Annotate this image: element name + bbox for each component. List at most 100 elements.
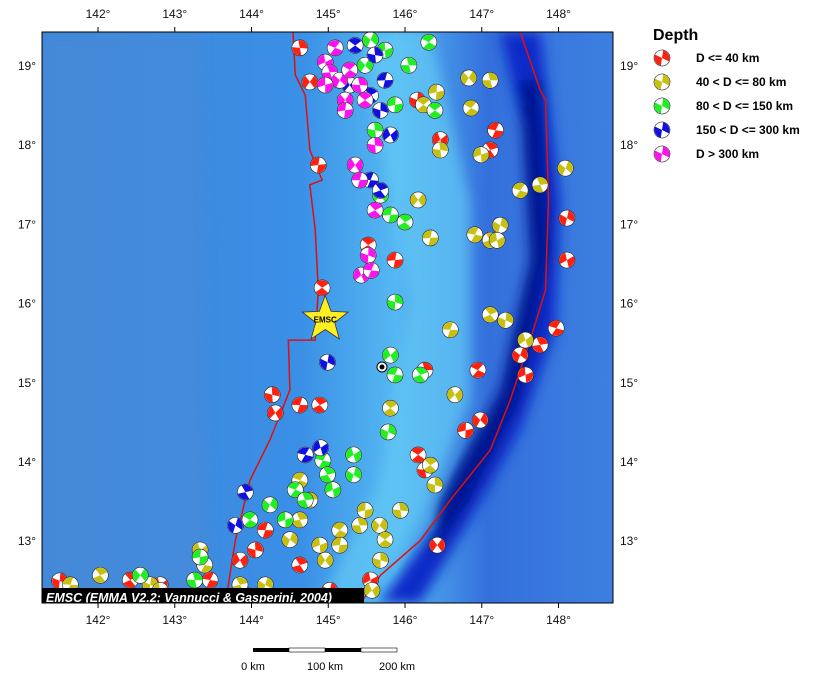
focal-mechanism <box>441 321 459 339</box>
focal-mechanism <box>237 483 254 501</box>
focal-mechanism <box>386 251 404 269</box>
focal-mechanism <box>92 566 109 584</box>
focal-mechanism <box>267 404 284 422</box>
focal-mechanism <box>372 102 389 119</box>
lat-tick-label: 13° <box>620 534 638 548</box>
map-area: EMSC EMSC (EMMA V2.2; Vannucci & Gasperi… <box>42 32 613 605</box>
focal-mechanism <box>386 293 404 311</box>
focal-mechanism <box>309 156 327 174</box>
focal-mechanism <box>469 361 487 379</box>
focal-mechanism <box>324 481 342 499</box>
lon-tick-label: 144° <box>239 7 264 21</box>
focal-mechanism <box>281 531 299 548</box>
scale-label-100: 100 km <box>307 661 343 673</box>
focal-mechanism <box>363 582 381 599</box>
focal-mechanism <box>432 141 449 159</box>
lon-tick-label: 146° <box>393 613 418 627</box>
focal-mechanism <box>291 39 309 57</box>
focal-mechanism <box>291 556 309 574</box>
focal-mechanism <box>312 439 329 457</box>
focal-mechanism <box>487 121 504 139</box>
lat-tick-label: 13° <box>18 534 36 548</box>
focal-mechanism <box>396 213 414 231</box>
focal-mechanism <box>409 446 427 464</box>
focal-mechanism <box>247 541 264 559</box>
focal-mechanism <box>426 102 444 119</box>
focal-mechanism <box>386 366 404 384</box>
focal-mechanism <box>191 548 209 566</box>
lon-tick-label: 148° <box>546 613 571 627</box>
focal-mechanism <box>376 72 394 89</box>
legend-item-label: 40 < D <= 80 km <box>696 75 786 89</box>
focal-mechanism <box>376 531 394 548</box>
focal-mechanism <box>263 386 281 404</box>
focal-mechanism <box>345 466 362 484</box>
focal-mechanism <box>422 456 439 474</box>
focal-mechanism <box>296 446 314 464</box>
focal-mechanism <box>481 72 499 89</box>
lat-tick-label: 16° <box>620 297 638 311</box>
focal-mechanism <box>422 229 439 247</box>
credit-text: EMSC (EMMA V2.2; Vannucci & Gasperini, 2… <box>46 591 332 605</box>
legend-beachball-icon <box>653 121 671 139</box>
focal-mechanism <box>547 319 565 337</box>
focal-mechanism <box>392 502 409 519</box>
focal-mechanism <box>356 502 374 519</box>
lon-tick-label: 146° <box>393 7 418 21</box>
focal-mechanism <box>457 422 474 439</box>
focal-mechanism <box>366 46 384 64</box>
legend-item-label: D <= 40 km <box>696 51 759 65</box>
focal-mechanism <box>371 517 388 534</box>
focal-mechanism <box>331 536 349 554</box>
focal-mechanism <box>341 61 359 79</box>
marker-label: EMSC <box>314 315 337 324</box>
focal-mechanism <box>466 226 484 244</box>
legend-beachball-icon <box>653 73 671 91</box>
lat-tick-label: 19° <box>620 59 638 73</box>
lon-tick-label: 147° <box>469 7 494 21</box>
depth-legend: Depth D <= 40 km 40 < D <= 80 km 80 < D <=… <box>653 27 800 163</box>
lat-tick-label: 14° <box>620 455 638 469</box>
lat-tick-label: 19° <box>18 59 36 73</box>
star-icon <box>301 294 350 340</box>
focal-mechanism <box>372 182 389 199</box>
focal-mechanism <box>227 517 244 534</box>
lon-tick-label: 145° <box>316 7 341 21</box>
focal-mechanism <box>276 511 294 529</box>
focal-mechanism <box>261 496 279 514</box>
focal-mechanism <box>231 551 249 569</box>
focal-mechanism <box>331 521 349 539</box>
focal-mechanism <box>382 399 399 417</box>
focal-mechanism <box>420 33 438 51</box>
lat-tick-label: 18° <box>18 138 36 152</box>
focal-mechanism <box>351 76 369 94</box>
focal-mechanism <box>372 551 389 569</box>
focal-mechanism <box>359 247 377 264</box>
lat-tick-label: 16° <box>18 297 36 311</box>
focal-mechanism <box>488 231 506 249</box>
focal-mechanism <box>366 121 384 139</box>
legend-item-label: 150 < D <= 300 km <box>696 123 800 137</box>
lat-tick-label: 17° <box>18 217 36 231</box>
focal-mechanism <box>296 491 314 509</box>
focal-mechanism <box>351 171 369 189</box>
lat-tick-label: 14° <box>18 455 36 469</box>
focal-mechanism <box>517 366 534 384</box>
focal-mechanism <box>346 37 364 54</box>
focal-mechanism <box>471 411 489 429</box>
legend-beachball-icon <box>653 97 671 115</box>
focal-mechanism <box>241 511 259 529</box>
lat-tick-label: 18° <box>620 138 638 152</box>
focal-mechanism <box>428 536 446 554</box>
lon-tick-label: 145° <box>316 613 341 627</box>
scale-bar: 0 km 100 km 200 km <box>241 647 415 673</box>
focal-mechanism <box>558 251 576 269</box>
focal-mechanism <box>336 102 354 119</box>
map-frame <box>41 31 614 604</box>
focal-mechanism <box>311 536 329 554</box>
focal-mechanism <box>311 396 329 414</box>
focal-mechanism <box>186 571 204 589</box>
focal-mechanism <box>557 159 574 177</box>
focal-mechanism <box>531 176 549 194</box>
focal-mechanism <box>472 146 490 164</box>
